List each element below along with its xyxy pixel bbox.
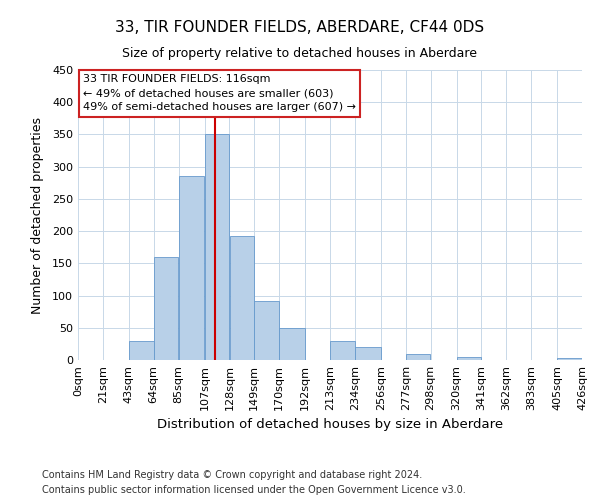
Y-axis label: Number of detached properties: Number of detached properties [31, 116, 44, 314]
Text: Contains public sector information licensed under the Open Government Licence v3: Contains public sector information licen… [42, 485, 466, 495]
Bar [129, 340, 154, 360]
Text: 33, TIR FOUNDER FIELDS, ABERDARE, CF44 0DS: 33, TIR FOUNDER FIELDS, ABERDARE, CF44 0… [115, 20, 485, 35]
X-axis label: Distribution of detached houses by size in Aberdare: Distribution of detached houses by size … [157, 418, 503, 432]
Bar [279, 328, 305, 360]
Bar [154, 257, 178, 360]
Bar [205, 134, 229, 360]
Text: Contains HM Land Registry data © Crown copyright and database right 2024.: Contains HM Land Registry data © Crown c… [42, 470, 422, 480]
Bar [179, 176, 205, 360]
Text: 33 TIR FOUNDER FIELDS: 116sqm
← 49% of detached houses are smaller (603)
49% of : 33 TIR FOUNDER FIELDS: 116sqm ← 49% of d… [83, 74, 356, 112]
Bar [557, 358, 582, 360]
Bar [355, 347, 381, 360]
Bar [254, 300, 279, 360]
Bar [230, 236, 254, 360]
Text: Size of property relative to detached houses in Aberdare: Size of property relative to detached ho… [122, 48, 478, 60]
Bar [457, 357, 481, 360]
Bar [406, 354, 430, 360]
Bar [330, 340, 355, 360]
